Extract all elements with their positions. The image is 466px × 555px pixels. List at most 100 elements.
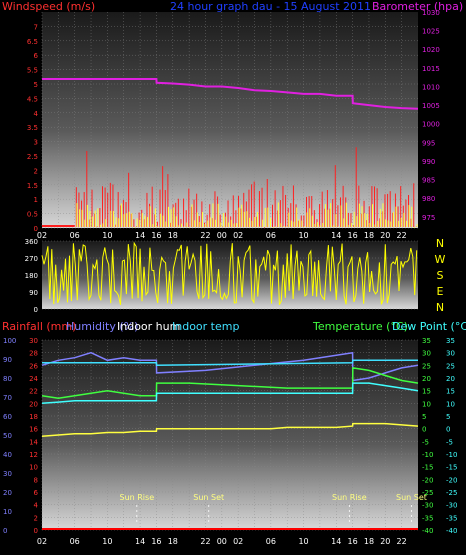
time-tick-label: 20 <box>380 537 390 546</box>
dewpoint-tick-label: -20 <box>446 476 457 484</box>
time-tick-label: 02 <box>37 231 47 240</box>
temperature-tick-label: 10 <box>422 400 431 408</box>
temperature-tick-label: -15 <box>422 464 433 472</box>
time-tick-label: 10 <box>102 231 112 240</box>
temperature-tick-label: -40 <box>422 527 433 535</box>
barometer-line <box>42 78 419 110</box>
direction-tick-label: 90 <box>29 289 38 297</box>
direction-tick-label: 360 <box>25 238 38 246</box>
dewpoint-tick-label: 0 <box>446 426 450 434</box>
temp-time-axis: 02 06 10 14 16 18 22 00 02 06 10 14 16 18 20 22 <box>37 537 407 546</box>
time-tick-label: 02 <box>233 537 243 546</box>
time-tick-label: 18 <box>364 537 374 546</box>
direction-series <box>41 241 418 306</box>
compass-label: N <box>436 237 444 250</box>
wind-plot-area <box>42 12 418 228</box>
barometer-tick-label: 1000 <box>422 121 440 129</box>
temp-humidity-chart: Sun Rise Sun Set Sun Rise Sun Set 100908070… <box>2 320 466 546</box>
humidity-tick-label: 60 <box>3 413 12 421</box>
indoor-hum-line <box>41 422 419 438</box>
dewpoint-tick-label: 25 <box>446 362 455 370</box>
dewpoint-tick-label: -25 <box>446 489 457 497</box>
rainfall-tick-label: 6 <box>34 489 39 497</box>
windspeed-axis: 7 6.5 6 5.5 5 4.5 4 3.5 3 2.5 2 1.5 1 0.5 0 <box>27 23 39 233</box>
humidity-label: Humidity (%) <box>66 320 138 333</box>
dewpoint-tick-label: -30 <box>446 502 457 510</box>
barometer-axis-label: Barometer (hpa) <box>372 0 463 13</box>
wind-time-axis: 02 06 10 14 16 18 22 00 02 06 10 14 16 18 20 22 <box>37 231 407 240</box>
windspeed-tick-label: 5.5 <box>27 67 38 75</box>
humidity-tick-label: 40 <box>3 451 12 459</box>
time-tick-label: 22 <box>200 231 210 240</box>
dewpoint-tick-label: 15 <box>446 388 455 396</box>
dewpoint-tick-label: -5 <box>446 438 453 446</box>
temperature-tick-label: 35 <box>422 337 431 345</box>
indoor-temp-line <box>42 359 418 367</box>
time-tick-label: 06 <box>70 231 80 240</box>
rainfall-tick-label: 20 <box>29 400 38 408</box>
time-tick-label: 16 <box>151 231 161 240</box>
sun-events: Sun Rise Sun Set Sun Rise Sun Set <box>119 493 427 525</box>
time-tick-label: 00 <box>217 231 227 240</box>
windspeed-tick-label: 6.5 <box>27 38 38 46</box>
rainfall-tick-label: 22 <box>29 388 38 396</box>
time-tick-label: 20 <box>380 231 390 240</box>
temperature-tick-label: 15 <box>422 388 431 396</box>
time-tick-label: 06 <box>266 537 276 546</box>
sun-event-label: Sun Set <box>396 493 427 502</box>
compass-label: N <box>436 301 444 314</box>
barometer-tick-label: 995 <box>422 139 435 147</box>
time-tick-label: 00 <box>217 537 227 546</box>
indoor-temp-label: Indoor temp <box>172 320 239 333</box>
rainfall-tick-label: 18 <box>29 413 38 421</box>
rainfall-tick-label: 26 <box>29 362 38 370</box>
temperature-tick-label: -5 <box>422 438 429 446</box>
barometer-tick-label: 1015 <box>422 65 440 73</box>
barometer-tick-label: 1025 <box>422 28 440 36</box>
sun-event-label: Sun Rise <box>332 493 367 502</box>
temperature-tick-label: -35 <box>422 514 433 522</box>
dewpoint-tick-label: -40 <box>446 527 457 535</box>
windspeed-axis-label: Windspeed (m/s) <box>2 0 95 13</box>
time-tick-label: 10 <box>298 537 308 546</box>
sun-event-label: Sun Set <box>193 493 224 502</box>
rainfall-tick-label: 16 <box>29 426 38 434</box>
rainfall-tick-label: 10 <box>29 464 38 472</box>
time-tick-label: 18 <box>168 231 178 240</box>
rainfall-tick-label: 0 <box>34 527 38 535</box>
time-tick-label: 16 <box>348 537 358 546</box>
temperature-line <box>41 367 419 400</box>
sun-event-label: Sun Rise <box>119 493 154 502</box>
time-tick-label: 18 <box>364 231 374 240</box>
dewpoint-axis: 35 30 25 20 15 10 5 0 -5 -10 -15 -20 -25 -30 -35 -40 <box>446 337 457 535</box>
temperature-tick-label: 5 <box>422 413 426 421</box>
humidity-line <box>41 351 419 382</box>
dewpoint-tick-label: 35 <box>446 337 455 345</box>
rainfall-tick-label: 4 <box>34 502 39 510</box>
barometer-tick-label: 1010 <box>422 83 440 91</box>
time-tick-label: 18 <box>168 537 178 546</box>
rainfall-label: Rainfall (mm) <box>2 320 76 333</box>
windspeed-tick-label: 7 <box>34 23 38 31</box>
rainfall-tick-label: 28 <box>29 350 38 358</box>
dewpoint-tick-label: -10 <box>446 451 457 459</box>
barometer-tick-label: 1030 <box>422 9 440 17</box>
humidity-tick-label: 30 <box>3 470 12 478</box>
dewpoint-tick-label: 10 <box>446 400 455 408</box>
temperature-tick-label: -10 <box>422 451 433 459</box>
windspeed-tick-label: 1.5 <box>27 182 38 190</box>
rainfall-tick-label: 30 <box>29 337 38 345</box>
time-tick-label: 22 <box>397 231 407 240</box>
dewpoint-tick-label: 30 <box>446 350 455 358</box>
direction-tick-label: 270 <box>25 255 38 263</box>
time-tick-label: 22 <box>397 537 407 546</box>
rainfall-tick-label: 12 <box>29 451 38 459</box>
windspeed-tick-label: 1 <box>34 196 38 204</box>
direction-tick-label: 0 <box>34 306 38 314</box>
windspeed-tick-label: 2 <box>34 167 38 175</box>
temperature-tick-label: -25 <box>422 489 433 497</box>
barometer-tick-label: 980 <box>422 195 435 203</box>
